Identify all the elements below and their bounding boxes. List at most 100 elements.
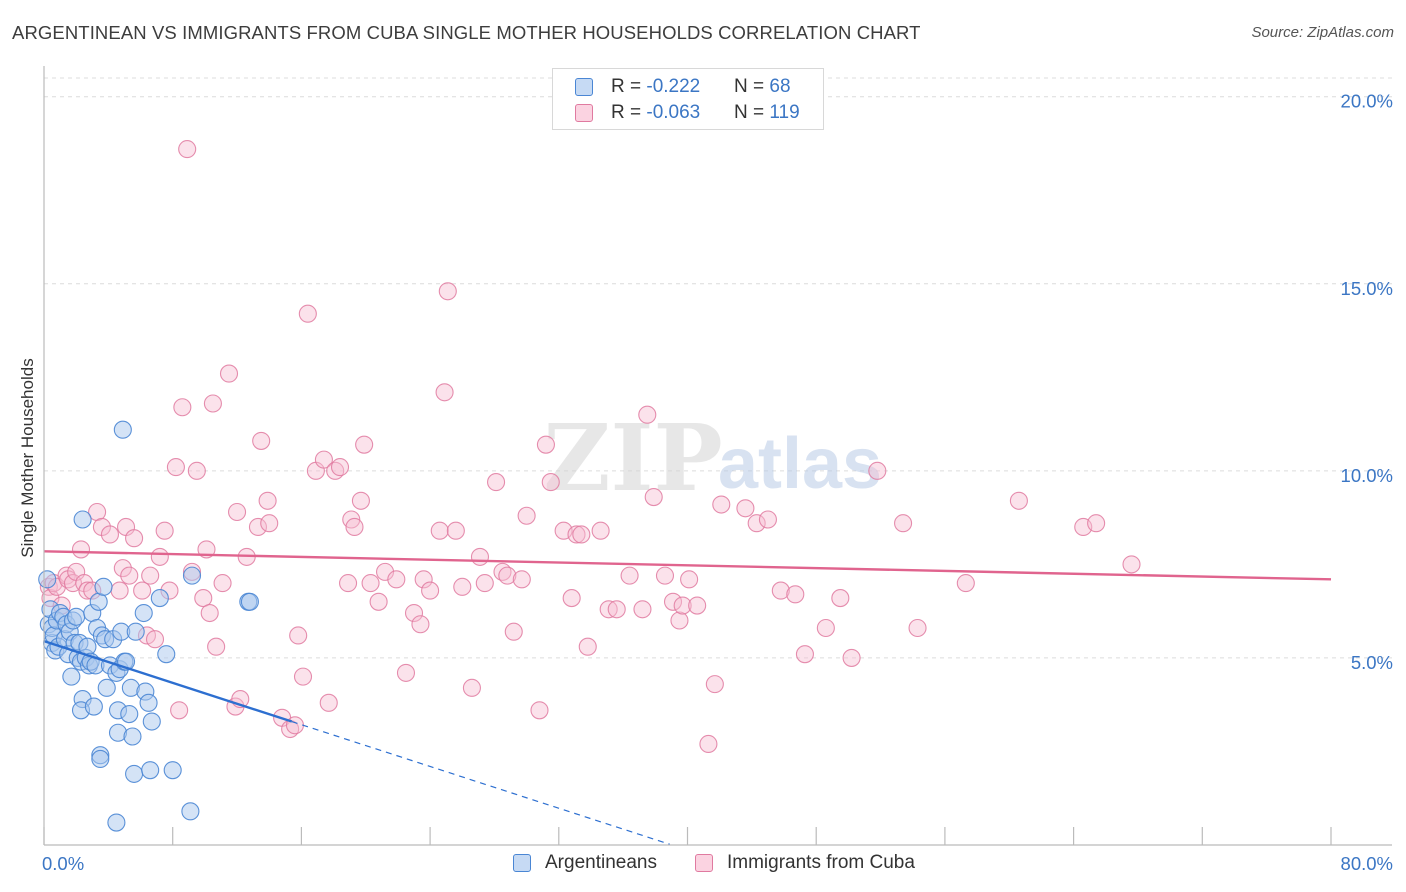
- cuba-point: [166, 458, 185, 477]
- argentinean-point: [73, 510, 92, 529]
- cuba-point: [298, 304, 317, 323]
- cuba-point: [113, 559, 132, 578]
- cuba-point: [536, 435, 555, 454]
- cuba-point: [771, 581, 790, 600]
- cuba-point: [572, 525, 591, 544]
- cuba-point: [530, 701, 549, 720]
- argentinean-point: [181, 802, 200, 821]
- legend-swatch-blue: [575, 78, 593, 96]
- chart-title: ARGENTINEAN VS IMMIGRANTS FROM CUBA SING…: [12, 22, 921, 43]
- cuba-point: [688, 596, 707, 615]
- cuba-point: [411, 615, 430, 634]
- cuba-point: [258, 491, 277, 510]
- cuba-point: [438, 282, 457, 301]
- cuba-point: [831, 589, 850, 608]
- cuba-point: [150, 547, 169, 566]
- cuba-point: [795, 645, 814, 664]
- legend-swatch-blue: [513, 854, 531, 872]
- cuba-point: [100, 525, 120, 544]
- cuba-point: [387, 570, 406, 589]
- argentinean-point: [84, 697, 103, 716]
- cuba-point: [355, 435, 374, 454]
- argentinean-point: [126, 622, 145, 641]
- n-label: N =: [734, 102, 770, 123]
- cuba-point: [187, 461, 206, 480]
- legend-swatch-pink: [695, 854, 713, 872]
- cuba-point: [194, 589, 213, 608]
- argentinean-point: [240, 592, 259, 611]
- legend-label-cuba: Immigrants from Cuba: [727, 852, 915, 873]
- source-credit: Source: ZipAtlas.com: [1251, 24, 1394, 41]
- cuba-point: [956, 574, 975, 593]
- cuba-point: [133, 581, 152, 600]
- series-legend: Argentineans Immigrants from Cuba: [0, 850, 1406, 876]
- cuba-point: [663, 592, 683, 611]
- argentinean-point: [157, 645, 176, 664]
- argentinean-point: [107, 813, 126, 832]
- cuba-point: [120, 566, 139, 585]
- cuba-point: [285, 716, 305, 735]
- r-value: -0.222: [646, 76, 701, 97]
- r-label: R =: [611, 102, 647, 123]
- argentinean-point: [123, 727, 142, 746]
- argentinean-point: [38, 570, 57, 589]
- cuba-point: [498, 566, 517, 585]
- cuba-point: [562, 589, 581, 608]
- r-label: R =: [611, 76, 647, 97]
- legend-n-argentineans: N = 68: [734, 76, 791, 98]
- cuba-point: [330, 458, 350, 477]
- x-tick-label-min: 0.0%: [42, 853, 84, 874]
- argentinean-trend-extension: [291, 720, 670, 845]
- argentinean-point: [142, 712, 161, 731]
- n-value: 68: [769, 76, 791, 97]
- cuba-point: [213, 574, 232, 593]
- cuba-point: [512, 570, 531, 589]
- cuba-point: [248, 517, 268, 537]
- y-tick-label: 10.0%: [1341, 465, 1393, 486]
- cuba-point: [816, 618, 835, 638]
- cuba-point: [404, 603, 424, 623]
- legend-swatch-pink: [575, 104, 593, 122]
- cuba-point: [351, 491, 370, 510]
- cuba-point: [293, 667, 313, 686]
- argentinean-point: [89, 592, 108, 611]
- correlation-legend: R = -0.222 N = 68 R = -0.063 N = 119: [552, 68, 824, 130]
- argentinean-points: [38, 420, 259, 832]
- n-label: N =: [734, 76, 770, 97]
- cuba-point: [339, 574, 358, 593]
- y-tick-label: 15.0%: [1341, 278, 1393, 299]
- cuba-point: [655, 566, 675, 585]
- argentinean-point: [139, 693, 158, 712]
- argentinean-point: [141, 761, 160, 780]
- cuba-point: [345, 517, 364, 537]
- cuba-point: [736, 499, 755, 518]
- argentinean-point: [150, 589, 169, 608]
- cuba-point: [446, 521, 465, 540]
- cuba-point: [462, 678, 481, 697]
- cuba-point: [228, 502, 247, 522]
- cuba-point: [633, 600, 652, 619]
- cuba-point: [141, 566, 160, 585]
- cuba-point: [607, 600, 626, 619]
- cuba-point: [908, 618, 927, 638]
- cuba-point: [155, 521, 174, 540]
- trend-lines: [43, 550, 1332, 845]
- cuba-point: [145, 630, 165, 649]
- argentinean-trend-line: [43, 639, 293, 723]
- watermark-atlas: atlas: [718, 424, 882, 504]
- cuba-point: [541, 473, 560, 492]
- argentinean-point: [120, 704, 139, 724]
- cuba-point: [173, 398, 192, 417]
- argentinean-point: [97, 678, 116, 697]
- cuba-trend-line: [43, 550, 1332, 581]
- argentinean-point: [182, 566, 202, 585]
- watermark-zip: ZIP: [543, 404, 722, 512]
- cuba-point: [1087, 514, 1106, 533]
- y-tick-label: 5.0%: [1351, 652, 1393, 673]
- cuba-point: [203, 394, 222, 413]
- cuba-point: [435, 383, 454, 402]
- cuba-point: [369, 592, 388, 611]
- cuba-point: [620, 566, 639, 585]
- cuba-point: [475, 574, 494, 593]
